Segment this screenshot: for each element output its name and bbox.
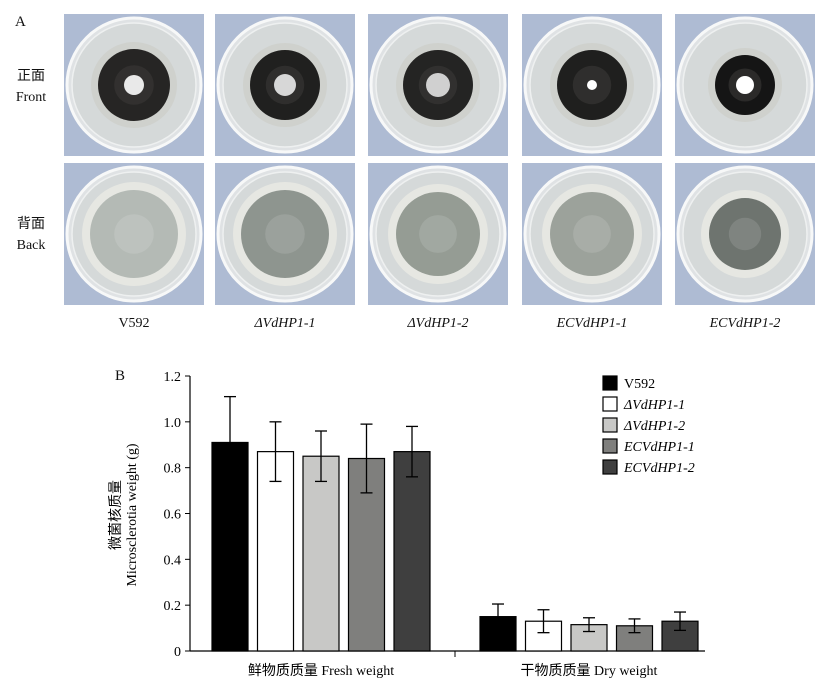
bar-fresh-series-5	[393, 451, 431, 652]
row-label-front: 正面 Front	[1, 66, 61, 108]
y-tick-label: 0.8	[164, 462, 182, 477]
x-category-label-2: 干物质质量 Dry weight	[521, 663, 658, 679]
y-tick-label: 1.2	[164, 370, 182, 385]
x-category-label-1: 鲜物质质量 Fresh weight	[248, 663, 394, 679]
row-label-front-zh: 正面	[17, 69, 45, 84]
legend-swatch-3	[602, 417, 618, 433]
legend-label-2: ΔVdHP1-1	[623, 398, 685, 413]
legend-label-1: V592	[624, 377, 655, 392]
legend-swatch-1	[602, 375, 618, 391]
legend-label-4: ECVdHP1-1	[623, 440, 695, 455]
plate-front-5	[675, 14, 815, 156]
legend-label-5: ECVdHP1-2	[623, 461, 695, 476]
row-label-back-zh: 背面	[17, 217, 45, 232]
plate-front-4	[522, 14, 662, 156]
y-tick-label: 0.2	[164, 599, 182, 614]
plate-back-1	[64, 163, 204, 305]
y-axis-label-zh: 微菌核质量	[108, 480, 124, 550]
plate-front-3	[368, 14, 508, 156]
legend-swatch-5	[602, 459, 618, 475]
bar-fresh-series-2	[256, 451, 295, 652]
strain-label-1: V592	[118, 316, 150, 331]
row-label-back-en: Back	[16, 238, 46, 253]
plate-front-1	[64, 14, 204, 156]
y-axis-label-en: Microsclerotia weight (g)	[125, 443, 140, 586]
plate-back-2	[215, 163, 355, 305]
y-tick-label: 0	[174, 645, 181, 660]
strain-label-2: ΔVdHP1-1	[254, 316, 316, 331]
plate-back-5	[675, 163, 815, 305]
row-label-front-en: Front	[15, 90, 47, 105]
y-tick-label: 0.6	[164, 508, 182, 523]
plate-back-3	[368, 163, 508, 305]
plate-front-2	[215, 14, 355, 156]
strain-label-4: ECVdHP1-1	[556, 316, 628, 331]
legend-swatch-4	[602, 438, 618, 454]
panel-a-letter: A	[15, 14, 26, 30]
y-tick-label: 0.4	[164, 553, 182, 568]
plate-back-4	[522, 163, 662, 305]
legend-swatch-2	[602, 396, 618, 412]
legend-label-3: ΔVdHP1-2	[623, 419, 685, 434]
strain-label-3: ΔVdHP1-2	[407, 316, 469, 331]
bar-dry-series-1	[479, 616, 517, 652]
y-tick-label: 1.0	[164, 416, 182, 431]
row-label-back: 背面 Back	[1, 214, 61, 256]
bar-fresh-series-3	[302, 455, 340, 652]
panel-b-letter: B	[115, 368, 126, 384]
strain-label-5: ECVdHP1-2	[709, 316, 781, 331]
